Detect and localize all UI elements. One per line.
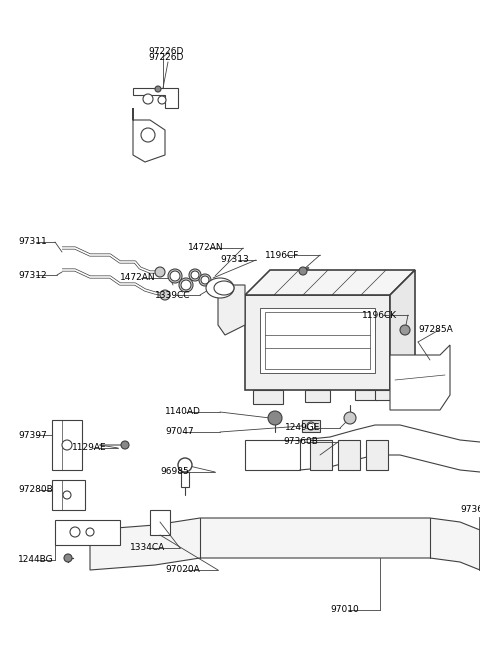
- Text: 1472AN: 1472AN: [120, 274, 156, 282]
- Circle shape: [155, 86, 161, 92]
- Text: 97285A: 97285A: [418, 326, 453, 335]
- Text: 97020A: 97020A: [165, 565, 200, 574]
- Circle shape: [199, 274, 211, 286]
- Bar: [260, 308, 375, 373]
- Circle shape: [70, 527, 80, 537]
- Text: 1249GE: 1249GE: [285, 424, 320, 432]
- Circle shape: [86, 528, 94, 536]
- Circle shape: [170, 271, 180, 281]
- Text: 1339CC: 1339CC: [155, 291, 191, 299]
- Text: 97311: 97311: [18, 238, 47, 246]
- Polygon shape: [245, 295, 390, 390]
- Polygon shape: [218, 285, 245, 335]
- Circle shape: [63, 491, 71, 499]
- Bar: [375, 390, 395, 400]
- Text: 97280B: 97280B: [18, 485, 53, 495]
- Polygon shape: [245, 440, 300, 470]
- Polygon shape: [52, 480, 85, 510]
- Circle shape: [64, 554, 72, 562]
- Circle shape: [141, 128, 155, 142]
- Bar: [355, 390, 377, 400]
- Bar: [338, 440, 360, 470]
- Circle shape: [179, 278, 193, 292]
- Circle shape: [178, 458, 192, 472]
- Bar: [265, 312, 370, 369]
- Text: 1196CF: 1196CF: [265, 250, 300, 259]
- Bar: [305, 390, 330, 402]
- Polygon shape: [55, 520, 120, 545]
- Text: 1244BG: 1244BG: [18, 555, 54, 565]
- Circle shape: [344, 412, 356, 424]
- Text: 1129AE: 1129AE: [72, 443, 107, 453]
- Polygon shape: [390, 345, 450, 410]
- Circle shape: [181, 280, 191, 290]
- Circle shape: [307, 422, 315, 430]
- Text: 1472AN: 1472AN: [188, 244, 224, 252]
- Text: 97365D: 97365D: [460, 506, 480, 514]
- Circle shape: [143, 94, 153, 104]
- Circle shape: [62, 440, 72, 450]
- Circle shape: [400, 325, 410, 335]
- Text: 97047: 97047: [165, 428, 193, 436]
- Text: 1196CK: 1196CK: [362, 310, 397, 320]
- Bar: [253, 390, 283, 404]
- Text: 97226D: 97226D: [148, 52, 183, 62]
- Polygon shape: [52, 420, 82, 470]
- Polygon shape: [133, 108, 165, 162]
- Bar: [366, 440, 388, 470]
- Text: 97313: 97313: [220, 255, 249, 265]
- Polygon shape: [150, 510, 170, 535]
- Ellipse shape: [214, 281, 234, 295]
- Circle shape: [155, 267, 165, 277]
- Bar: [310, 440, 332, 470]
- Circle shape: [160, 290, 170, 300]
- Text: 97226D: 97226D: [148, 48, 183, 56]
- Circle shape: [191, 271, 199, 279]
- Circle shape: [201, 276, 209, 284]
- Text: 97360B: 97360B: [283, 438, 318, 447]
- Circle shape: [268, 411, 282, 425]
- Text: 97010: 97010: [330, 605, 359, 614]
- Text: 1140AD: 1140AD: [165, 407, 201, 417]
- Text: 96985: 96985: [160, 468, 189, 476]
- Circle shape: [168, 269, 182, 283]
- Polygon shape: [90, 518, 480, 570]
- Polygon shape: [390, 270, 415, 390]
- Circle shape: [299, 267, 307, 275]
- Circle shape: [189, 269, 201, 281]
- Text: 1334CA: 1334CA: [130, 544, 165, 553]
- Ellipse shape: [206, 278, 234, 298]
- Bar: [181, 472, 189, 487]
- Bar: [302, 420, 320, 432]
- Circle shape: [158, 96, 166, 104]
- Circle shape: [121, 441, 129, 449]
- Text: 97397: 97397: [18, 430, 47, 440]
- Text: 97312: 97312: [18, 271, 47, 280]
- Polygon shape: [245, 270, 415, 295]
- Polygon shape: [133, 88, 178, 108]
